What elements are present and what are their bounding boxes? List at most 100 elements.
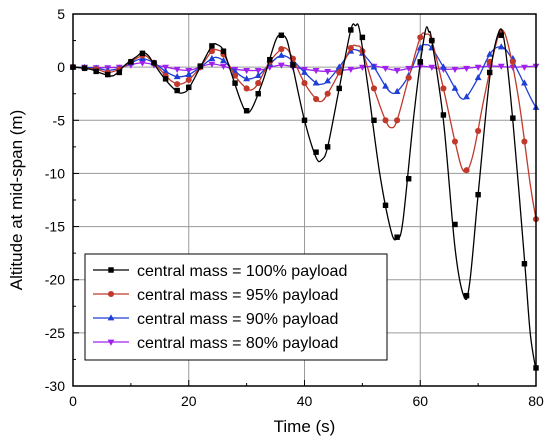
data-point xyxy=(358,64,366,71)
data-point xyxy=(173,66,181,74)
data-point xyxy=(370,85,378,92)
data-point xyxy=(254,67,262,75)
data-point xyxy=(382,117,389,124)
data-point xyxy=(209,43,215,49)
y-tick-label: -25 xyxy=(45,325,65,341)
data-point xyxy=(474,64,482,71)
data-point xyxy=(255,90,261,97)
data-point xyxy=(243,67,251,75)
data-point xyxy=(347,44,354,52)
data-point xyxy=(497,63,505,70)
data-point xyxy=(267,56,273,63)
data-point xyxy=(521,138,528,145)
data-point xyxy=(521,261,528,267)
data-point xyxy=(324,69,332,76)
data-point xyxy=(185,70,193,77)
data-point xyxy=(81,65,88,71)
data-point xyxy=(93,68,99,75)
ticks: 0 20 40 60 80 5 0 -5 -10 -15 -20 -25 -30 xyxy=(45,6,544,409)
data-point xyxy=(451,138,459,145)
data-point xyxy=(186,84,192,91)
data-point xyxy=(312,67,320,75)
data-point xyxy=(405,176,412,182)
data-point xyxy=(509,58,516,65)
data-point xyxy=(382,202,389,209)
data-point xyxy=(521,64,528,71)
data-point xyxy=(208,54,216,62)
x-tick-label: 0 xyxy=(69,393,77,409)
data-point xyxy=(417,34,424,41)
y-axis-title: Altitude at mid-span (m) xyxy=(7,110,26,290)
data-point xyxy=(451,66,459,74)
data-point xyxy=(174,87,180,94)
y-tick-label: -10 xyxy=(45,165,65,181)
data-point xyxy=(312,79,320,86)
data-point xyxy=(497,43,505,50)
data-point xyxy=(370,63,378,70)
data-point xyxy=(324,77,332,84)
data-point xyxy=(336,69,343,76)
x-tick-label: 60 xyxy=(412,393,428,409)
legend-swatch-marker xyxy=(107,314,115,321)
legend-swatch-marker xyxy=(107,339,115,346)
data-point xyxy=(521,79,528,86)
data-point xyxy=(277,62,285,69)
data-point xyxy=(301,80,308,87)
data-point xyxy=(313,95,320,103)
data-point xyxy=(405,65,413,72)
series-layer xyxy=(69,23,540,371)
data-point xyxy=(278,32,285,38)
data-point xyxy=(162,76,169,82)
data-point xyxy=(486,50,494,57)
data-point xyxy=(347,66,355,74)
data-point xyxy=(301,117,308,124)
data-point xyxy=(151,60,157,66)
data-point xyxy=(428,64,436,71)
data-point xyxy=(243,108,250,114)
data-point xyxy=(475,191,481,198)
data-point xyxy=(254,71,262,79)
data-point xyxy=(220,57,227,64)
data-point xyxy=(313,149,319,155)
data-point xyxy=(197,63,204,69)
data-point xyxy=(393,67,401,75)
data-point xyxy=(440,63,447,70)
y-tick-label: -15 xyxy=(45,219,65,235)
data-point xyxy=(440,85,447,92)
data-point xyxy=(452,221,458,228)
x-tick-label: 80 xyxy=(528,393,544,409)
y-tick-label: 5 xyxy=(57,6,65,22)
data-point xyxy=(255,80,262,87)
data-point xyxy=(105,71,111,78)
data-point xyxy=(417,59,423,65)
legend-box xyxy=(84,253,388,361)
legend-swatch-marker xyxy=(107,290,115,298)
data-point xyxy=(393,87,401,94)
data-point xyxy=(208,61,216,68)
y-tick-label: 0 xyxy=(57,59,65,75)
data-point xyxy=(232,80,238,86)
data-point xyxy=(382,82,389,89)
data-point xyxy=(394,117,401,124)
data-point xyxy=(405,74,412,81)
x-tick-label: 40 xyxy=(297,393,313,409)
data-point xyxy=(463,93,470,100)
data-point xyxy=(220,63,227,70)
data-point xyxy=(290,62,296,68)
data-point xyxy=(486,69,493,76)
data-point xyxy=(243,85,250,92)
data-point xyxy=(324,144,331,150)
data-point xyxy=(185,76,192,83)
data-point xyxy=(336,85,342,92)
data-point xyxy=(208,48,215,55)
data-point xyxy=(359,34,366,41)
data-point xyxy=(463,292,470,299)
data-point xyxy=(324,90,331,97)
series-1 xyxy=(70,23,539,371)
data-point xyxy=(116,69,123,76)
data-point xyxy=(463,65,470,72)
x-tick-label: 20 xyxy=(181,393,197,409)
data-point xyxy=(429,37,435,44)
data-point xyxy=(451,84,459,91)
